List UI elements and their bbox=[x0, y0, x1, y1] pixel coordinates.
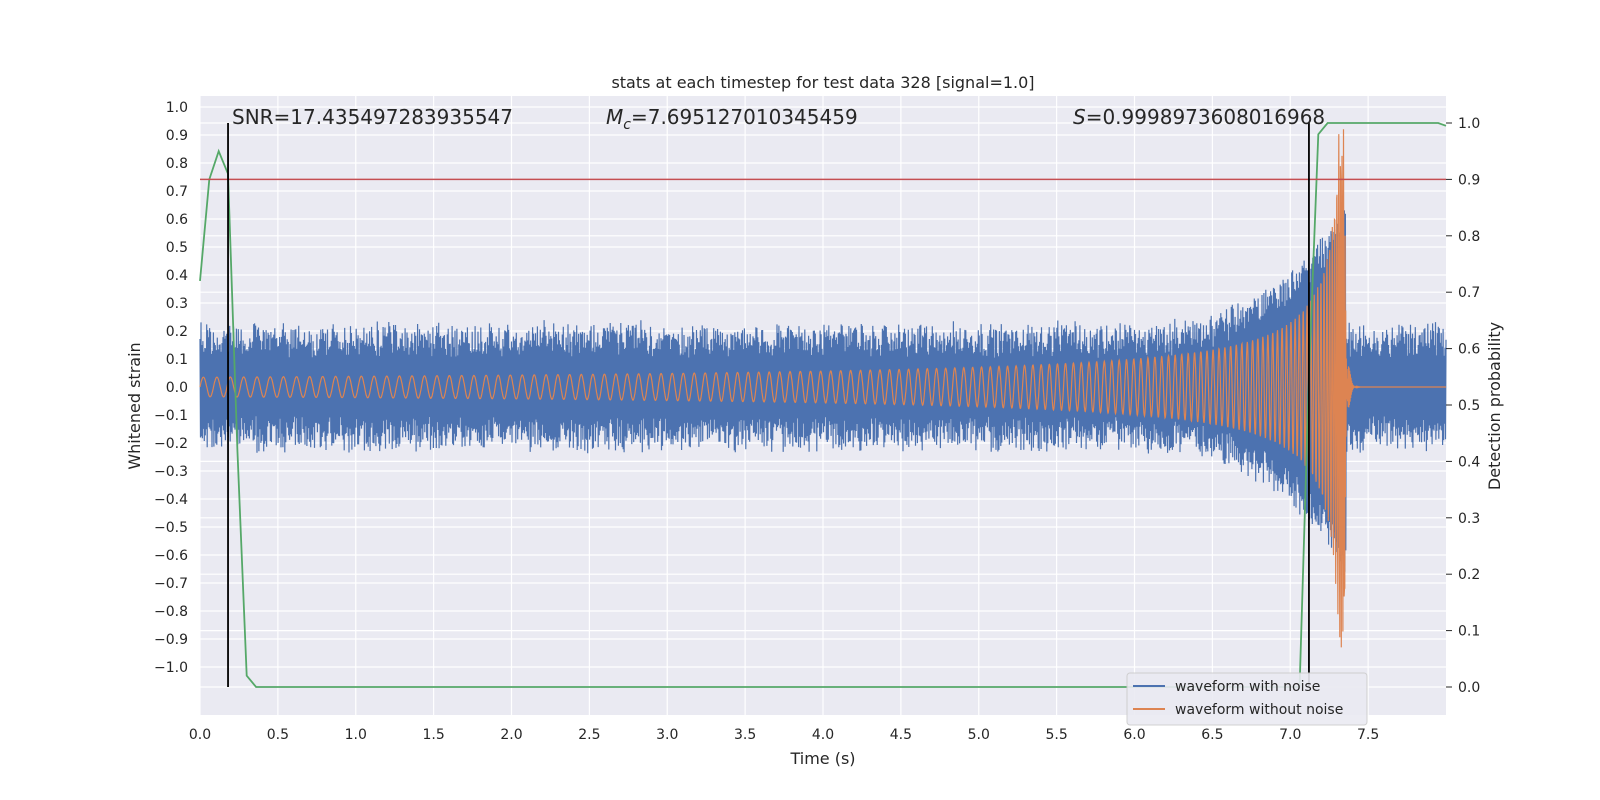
x-axis-label: Time (s) bbox=[789, 749, 855, 768]
overlay-layer bbox=[199, 122, 1447, 688]
y-tick-label: 0.5 bbox=[166, 240, 188, 256]
chirp-mass-symbol: M bbox=[606, 105, 623, 129]
y2-tick-label: 0.6 bbox=[1458, 342, 1480, 358]
y-tick-label: −0.8 bbox=[154, 604, 188, 620]
detection-score-value: =0.9998973608016968 bbox=[1086, 105, 1325, 129]
chart-title: stats at each timestep for test data 328… bbox=[611, 73, 1034, 92]
y-tick-label: 0.4 bbox=[166, 268, 188, 284]
detection-score-symbol: S bbox=[1073, 105, 1086, 129]
y-tick-label: 0.1 bbox=[166, 352, 188, 368]
chirp-mass-subscript: c bbox=[623, 117, 631, 133]
y-axis-label: Whitened strain bbox=[125, 342, 144, 469]
y-tick-label: 0.8 bbox=[166, 156, 188, 172]
y-tick-label: 0.7 bbox=[166, 184, 188, 200]
legend-label-clean: waveform without noise bbox=[1175, 702, 1343, 718]
y-tick-label: 0.3 bbox=[166, 296, 188, 312]
y2-tick-label: 0.9 bbox=[1458, 172, 1480, 188]
x-tick-label: 6.0 bbox=[1123, 727, 1145, 743]
y2-tick-label: 1.0 bbox=[1458, 116, 1480, 132]
y2-tick-label: 0.1 bbox=[1458, 624, 1480, 640]
x-tick-label: 1.5 bbox=[422, 727, 444, 743]
y2-axis-label: Detection probability bbox=[1485, 322, 1504, 490]
series-layer bbox=[199, 129, 1447, 648]
legend-label-noise: waveform with noise bbox=[1175, 679, 1320, 695]
y2-tick-label: 0.8 bbox=[1458, 229, 1480, 245]
x-tick-label: 3.5 bbox=[734, 727, 756, 743]
legend-box bbox=[1126, 672, 1368, 726]
y-tick-label: 0.9 bbox=[166, 128, 188, 144]
y-tick-label: 0.2 bbox=[166, 324, 188, 340]
waveform-without-noise-line bbox=[199, 129, 1446, 648]
y2-tick-label: 0.4 bbox=[1458, 454, 1480, 470]
detection-score-annotation: S=0.9998973608016968 bbox=[1073, 105, 1325, 129]
y2-tick-label: 0.2 bbox=[1458, 567, 1480, 583]
x-tick-label: 4.5 bbox=[890, 727, 912, 743]
x-tick-label: 7.5 bbox=[1357, 727, 1379, 743]
y-tick-label: −0.7 bbox=[154, 576, 188, 592]
y2-tick-label: 0.5 bbox=[1458, 398, 1480, 414]
y-tick-label: 0.6 bbox=[166, 212, 188, 228]
y2-tick-label: 0.0 bbox=[1458, 680, 1480, 696]
y-tick-label: −0.1 bbox=[154, 408, 188, 424]
y-tick-label: 1.0 bbox=[166, 100, 188, 116]
legend: waveform with noise waveform without noi… bbox=[1126, 672, 1368, 726]
y-tick-label: −0.5 bbox=[154, 520, 188, 536]
x-tick-label: 5.0 bbox=[968, 727, 990, 743]
x-tick-label: 2.0 bbox=[500, 727, 522, 743]
y-tick-label: −0.6 bbox=[154, 548, 188, 564]
x-tick-label: 5.5 bbox=[1045, 727, 1067, 743]
y-tick-label: 0.0 bbox=[166, 380, 188, 396]
y-tick-label: −0.4 bbox=[154, 492, 188, 508]
y-tick-label: −0.2 bbox=[154, 436, 188, 452]
snr-annotation: SNR=17.435497283935547 bbox=[232, 105, 513, 129]
x-tick-label: 3.0 bbox=[656, 727, 678, 743]
x-tick-label: 6.5 bbox=[1201, 727, 1223, 743]
x-tick-label: 0.5 bbox=[267, 727, 289, 743]
x-tick-label: 7.0 bbox=[1279, 727, 1301, 743]
chirp-mass-annotation: Mc=7.695127010345459 bbox=[606, 105, 858, 133]
x-tick-label: 4.0 bbox=[812, 727, 834, 743]
x-tick-label: 1.0 bbox=[345, 727, 367, 743]
chirp-mass-value: =7.695127010345459 bbox=[631, 105, 858, 129]
x-tick-label: 2.5 bbox=[578, 727, 600, 743]
ticks-layer: 0.0 0.5 1.0 1.5 2.0 2.5 3.0 3.5 4.0 4.5 5.0 5.5 6.0 6… bbox=[154, 100, 1480, 743]
x-tick-label: 0.0 bbox=[189, 727, 211, 743]
y-tick-label: −0.3 bbox=[154, 464, 188, 480]
y2-tick-label: 0.7 bbox=[1458, 285, 1480, 301]
y-tick-label: −1.0 bbox=[154, 660, 188, 676]
y-tick-label: −0.9 bbox=[154, 632, 188, 648]
y2-tick-label: 0.3 bbox=[1458, 511, 1480, 527]
